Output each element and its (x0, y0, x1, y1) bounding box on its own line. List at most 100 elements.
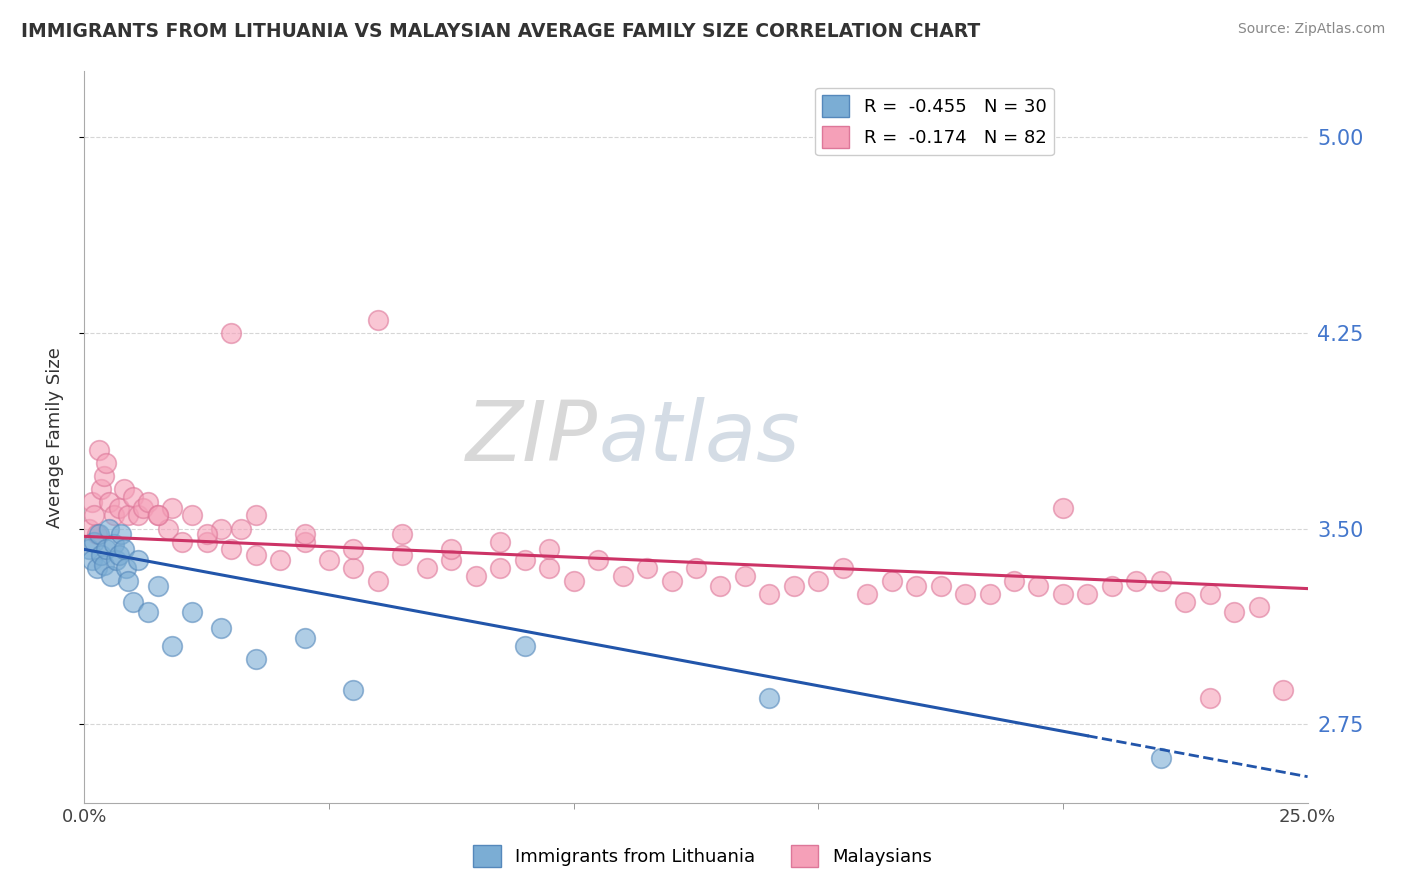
Point (112, 542, 135, 557)
Point (80, 495, 103, 509)
Point (1223, 605, 1246, 619)
Point (90, 548, 112, 562)
Point (1076, 587, 1098, 601)
Point (96, 542, 118, 557)
Point (136, 605, 159, 619)
Point (1247, 599, 1270, 614)
Point (127, 553, 149, 567)
Point (103, 508, 125, 523)
Point (122, 490, 145, 504)
Point (181, 508, 204, 523)
Point (1272, 683, 1295, 698)
Point (636, 560, 658, 574)
Point (538, 542, 561, 557)
Point (685, 560, 707, 574)
Point (1052, 500, 1074, 515)
Point (953, 587, 976, 601)
Point (661, 574, 683, 588)
Point (440, 553, 463, 567)
Point (880, 574, 903, 588)
Point (1174, 594, 1197, 608)
Point (209, 621, 232, 635)
Point (1028, 579, 1050, 593)
Point (245, 508, 267, 523)
Y-axis label: Average Family Size: Average Family Size (45, 347, 63, 527)
Point (294, 632, 316, 646)
Point (856, 587, 879, 601)
Point (1198, 587, 1220, 601)
Point (87, 443, 110, 458)
Point (1150, 574, 1173, 588)
Point (107, 500, 129, 515)
Point (538, 560, 561, 574)
Point (156, 522, 179, 536)
Text: IMMIGRANTS FROM LITHUANIA VS MALAYSIAN AVERAGE FAMILY SIZE CORRELATION CHART: IMMIGRANTS FROM LITHUANIA VS MALAYSIAN A… (21, 22, 980, 41)
Point (294, 526, 316, 541)
Point (367, 574, 389, 588)
Point (586, 553, 609, 567)
Legend: Immigrants from Lithuania, Malaysians: Immigrants from Lithuania, Malaysians (467, 838, 939, 874)
Point (117, 508, 139, 523)
Point (97, 522, 120, 536)
Point (219, 326, 242, 340)
Point (391, 548, 413, 562)
Point (513, 639, 536, 653)
Point (612, 568, 634, 582)
Point (100, 568, 122, 582)
Point (110, 526, 132, 541)
Point (464, 568, 486, 582)
Point (342, 683, 364, 698)
Point (96, 456, 118, 470)
Point (416, 560, 439, 574)
Legend: R =  -0.455   N = 30, R =  -0.174   N = 82: R = -0.455 N = 30, R = -0.174 N = 82 (815, 87, 1054, 155)
Point (146, 579, 169, 593)
Point (734, 568, 756, 582)
Point (905, 579, 928, 593)
Point (807, 574, 830, 588)
Point (86, 526, 108, 541)
Point (103, 537, 125, 551)
Point (77, 522, 100, 536)
Point (1150, 751, 1173, 765)
Point (132, 500, 155, 515)
Point (172, 534, 194, 549)
Point (87, 526, 110, 541)
Point (1198, 691, 1220, 706)
Point (318, 553, 340, 567)
Point (80, 553, 103, 567)
Point (97, 495, 120, 509)
Point (342, 542, 364, 557)
Point (90, 483, 112, 497)
Point (93, 558, 115, 573)
Point (831, 560, 853, 574)
Point (709, 579, 731, 593)
Point (209, 522, 232, 536)
Point (93, 469, 115, 483)
Text: atlas: atlas (598, 397, 800, 477)
Point (513, 553, 536, 567)
Point (1125, 574, 1147, 588)
Point (115, 560, 138, 574)
Point (195, 526, 218, 541)
Point (162, 500, 184, 515)
Point (391, 526, 413, 541)
Point (1052, 587, 1074, 601)
Point (294, 534, 316, 549)
Point (162, 639, 184, 653)
Point (1101, 579, 1123, 593)
Point (342, 560, 364, 574)
Point (117, 574, 139, 588)
Point (929, 579, 952, 593)
Point (181, 605, 204, 619)
Text: Source: ZipAtlas.com: Source: ZipAtlas.com (1237, 22, 1385, 37)
Point (229, 522, 252, 536)
Point (758, 691, 780, 706)
Point (146, 508, 169, 523)
Point (112, 483, 135, 497)
Point (489, 560, 512, 574)
Point (105, 553, 128, 567)
Point (245, 652, 267, 666)
Point (758, 587, 780, 601)
Point (107, 548, 129, 562)
Point (122, 594, 145, 608)
